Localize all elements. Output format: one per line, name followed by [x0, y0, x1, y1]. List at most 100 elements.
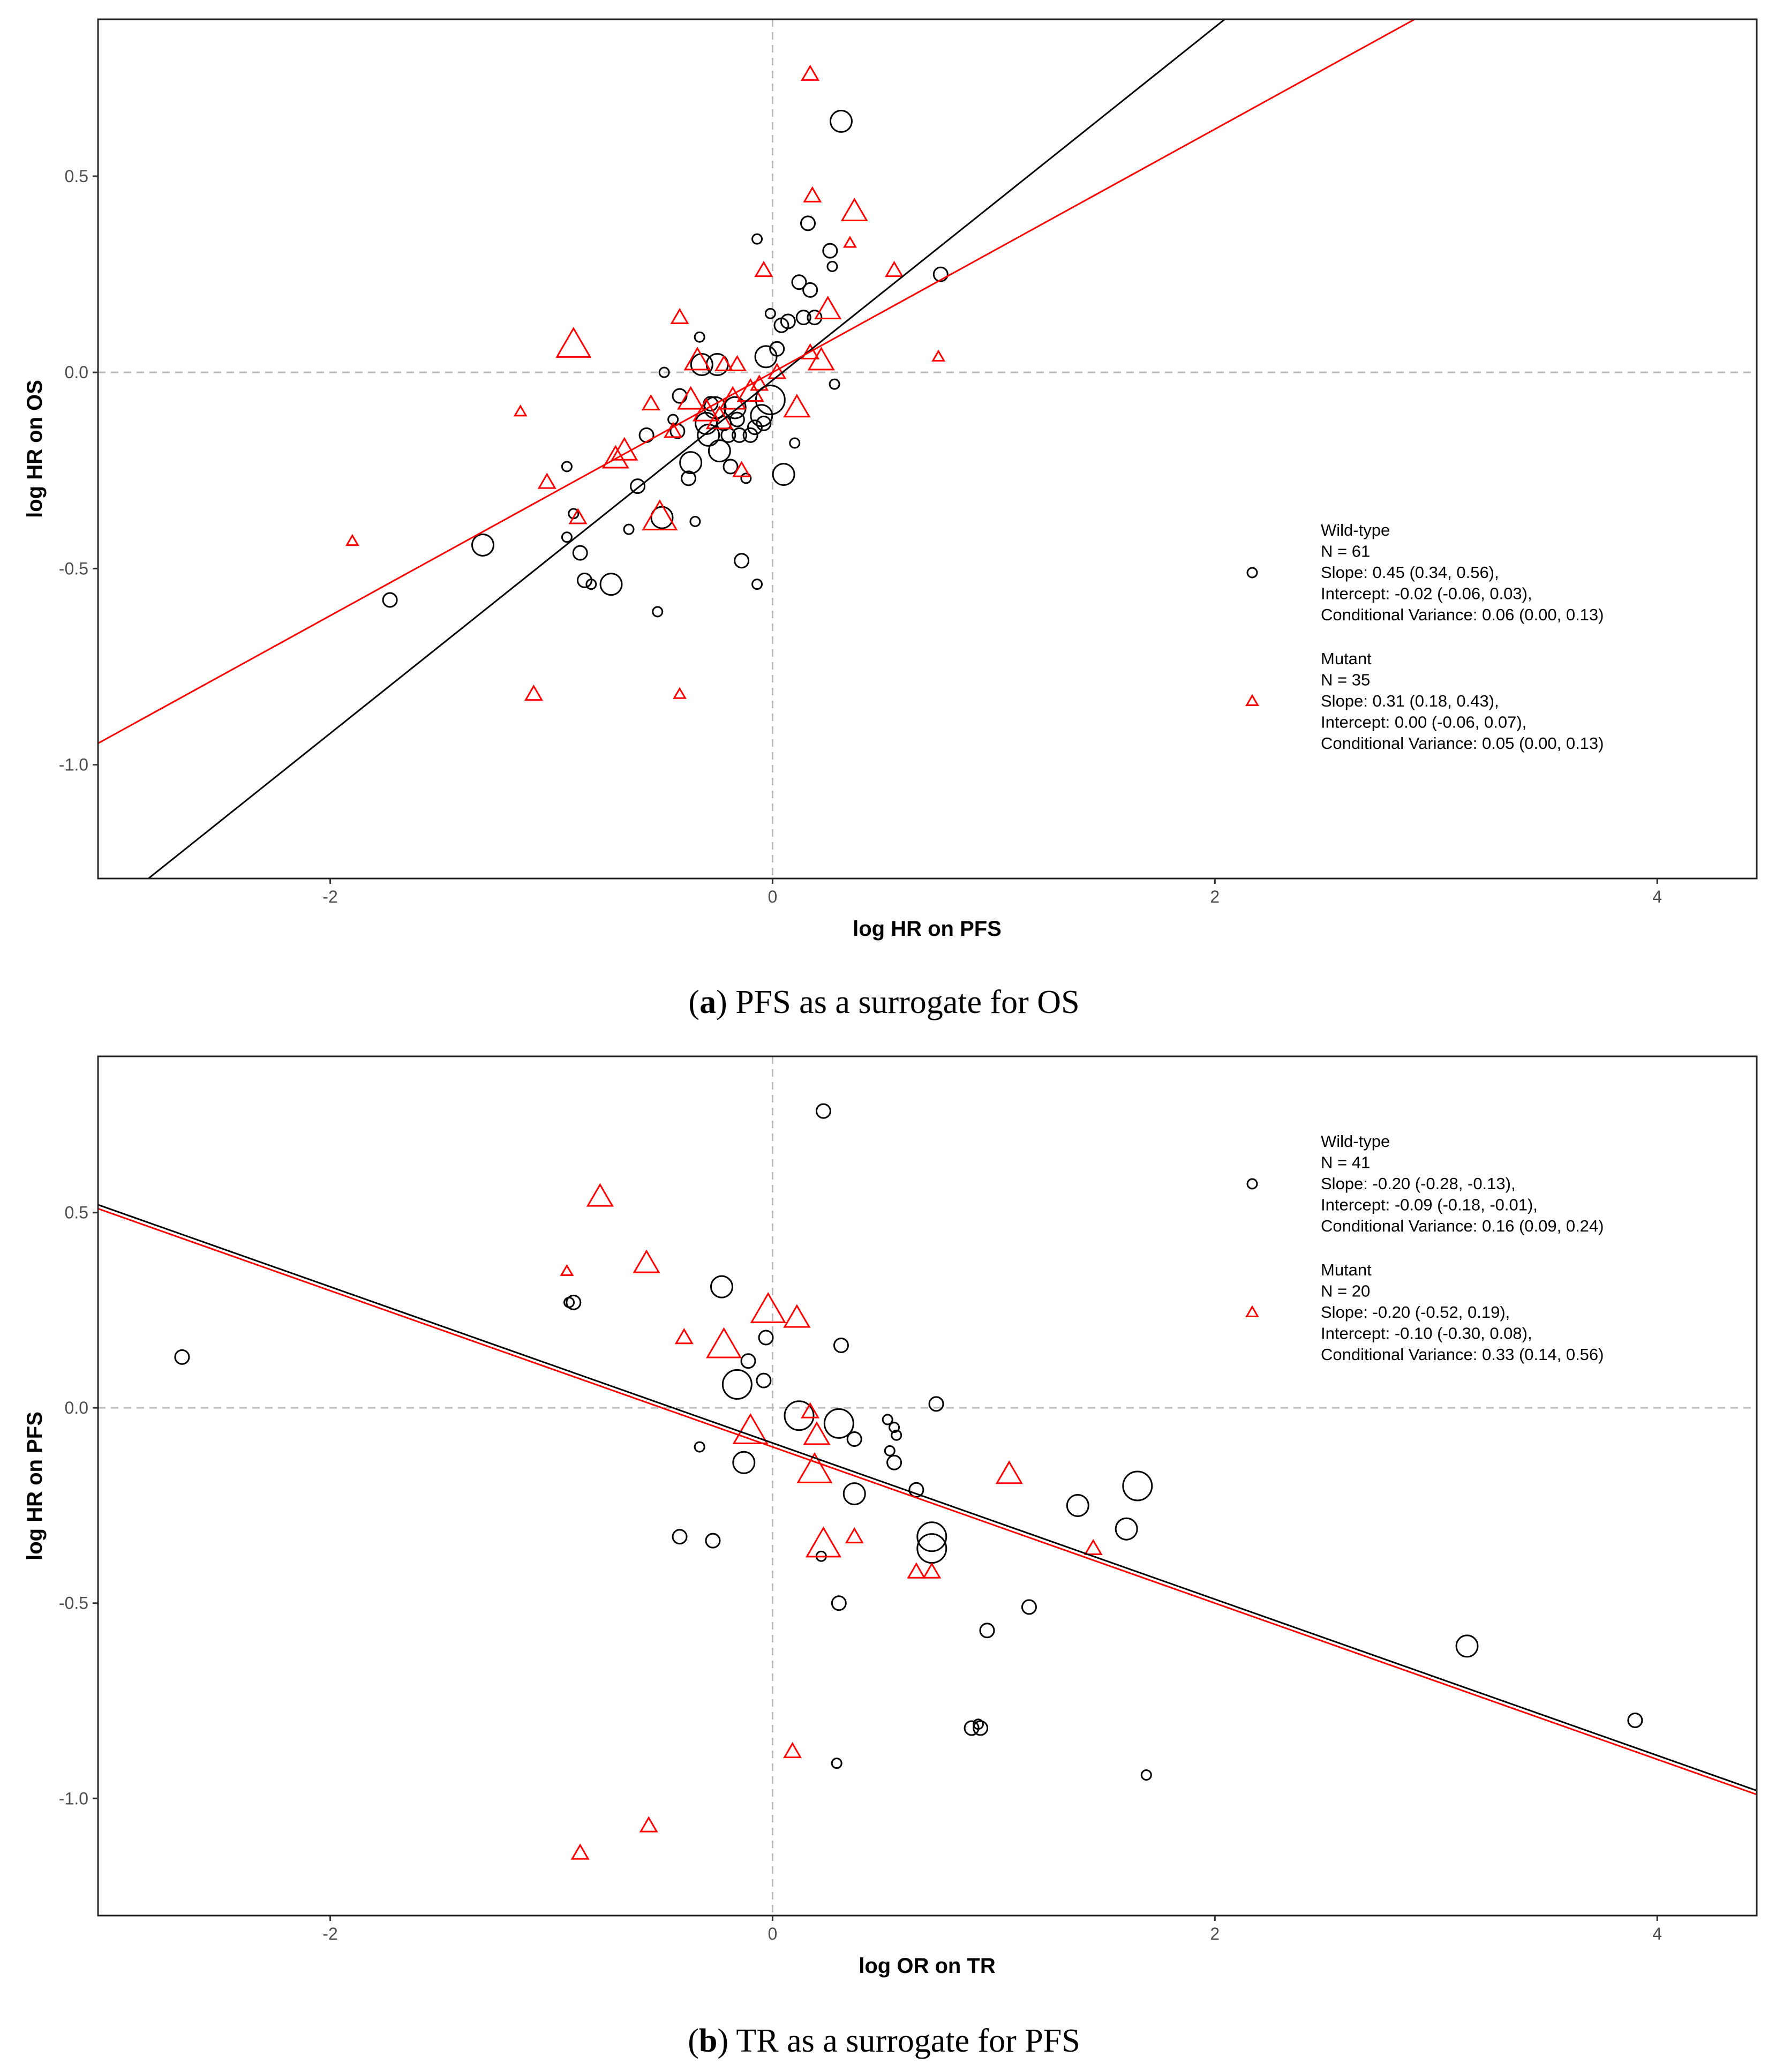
- data-point-triangle: [555, 326, 592, 358]
- data-point-circle: [742, 427, 758, 443]
- x-tick-label: 0: [768, 1924, 778, 1943]
- data-point-circle: [751, 233, 763, 245]
- data-point-circle: [734, 553, 750, 569]
- data-point-circle: [823, 1408, 854, 1439]
- data-point-circle: [889, 1422, 900, 1433]
- legend-text: Conditional Variance: 0.16 (0.09, 0.24): [1321, 1217, 1604, 1235]
- data-point-circle: [964, 1720, 980, 1736]
- data-point-triangle: [931, 349, 946, 362]
- data-point-triangle: [570, 1843, 590, 1860]
- legend-mutant: Mutant N = 35 Slope: 0.31 (0.18, 0.43), Int…: [1245, 649, 1604, 753]
- data-point-triangle: [586, 1183, 614, 1207]
- data-point-triangle: [677, 386, 705, 410]
- x-tick-label: -2: [322, 1924, 337, 1943]
- data-point-circle: [979, 1623, 995, 1639]
- data-point-triangle: [633, 1249, 660, 1273]
- data-point-circle: [708, 439, 731, 463]
- data-point-triangle: [693, 397, 720, 422]
- legend-text: Wild-type: [1321, 521, 1390, 539]
- legend-text: Intercept: -0.02 (-0.06, 0.03),: [1321, 584, 1532, 603]
- data-point-circle: [690, 353, 713, 377]
- data-point-circle: [928, 1396, 944, 1412]
- data-point-circle: [572, 545, 588, 561]
- data-point-circle: [723, 396, 747, 419]
- data-point-circle: [755, 384, 786, 415]
- data-point-triangle: [907, 1562, 926, 1579]
- data-point-triangle: [801, 64, 820, 81]
- x-tick-label: 4: [1652, 1924, 1662, 1943]
- data-point-circle: [916, 1521, 947, 1552]
- series-mutant: [560, 1183, 1103, 1860]
- legend-text: Intercept: -0.09 (-0.18, -0.01),: [1321, 1196, 1538, 1214]
- data-point-triangle: [674, 1328, 694, 1345]
- data-point-triangle: [885, 260, 904, 277]
- data-point-circle: [833, 1338, 849, 1354]
- x-tick-label: 0: [768, 887, 778, 906]
- panel-b: log OR on TR log HR on PFS -2 0 2 4 0.5 0.0 -0…: [0, 1034, 1768, 2072]
- data-point-triangle: [803, 1421, 831, 1445]
- data-point-circle: [740, 472, 752, 484]
- legend-text: Mutant: [1321, 1260, 1372, 1279]
- data-point-circle: [1066, 1493, 1089, 1517]
- y-tick-label: -0.5: [59, 1594, 88, 1613]
- data-point-circle: [756, 1372, 772, 1388]
- y-tick-label: 0.0: [65, 1398, 88, 1417]
- fit-line-wild-type: [98, 1204, 1757, 1792]
- data-point-circle: [729, 411, 745, 427]
- series-wild-type: [174, 1103, 1643, 1781]
- data-point-circle: [1455, 1634, 1479, 1658]
- data-point-triangle: [750, 1292, 786, 1323]
- y-tick-label: 0.0: [65, 363, 88, 382]
- data-point-circle: [623, 523, 635, 535]
- data-point-circle: [694, 331, 705, 343]
- data-point-circle: [638, 427, 654, 443]
- data-point-circle: [721, 1369, 753, 1400]
- data-point-triangle: [845, 1527, 864, 1544]
- chart-a: log HR on PFS log HR on OS -2 0 2 4 0.5 0.0 -0…: [23, 18, 1758, 941]
- data-point-circle: [681, 470, 697, 486]
- legend-mutant: Mutant N = 20 Slope: -0.20 (-0.52, 0.19), I…: [1245, 1260, 1604, 1364]
- data-point-circle: [789, 437, 801, 449]
- legend-key-triangle: [1245, 1305, 1259, 1317]
- y-tick-label: -0.5: [59, 559, 88, 578]
- legend-text: Slope: 0.45 (0.34, 0.56),: [1321, 563, 1499, 582]
- caption-text: ) PFS as a surrogate for OS: [716, 984, 1080, 1020]
- data-point-circle: [784, 1400, 815, 1431]
- data-point-circle: [679, 451, 703, 475]
- x-axis-label: log OR on TR: [859, 1954, 996, 1978]
- data-point-circle: [791, 274, 807, 290]
- legend-text: Slope: -0.20 (-0.28, -0.13),: [1321, 1174, 1516, 1193]
- data-point-triangle: [639, 1816, 658, 1833]
- legend-text: Conditional Variance: 0.33 (0.14, 0.56): [1321, 1345, 1604, 1364]
- series-wild-type: [382, 109, 949, 618]
- data-point-circle: [815, 1103, 831, 1119]
- caption-a: (a) PFS as a surrogate for OS: [688, 984, 1080, 1020]
- data-point-triangle: [803, 186, 822, 202]
- data-point-circle: [802, 282, 818, 298]
- data-point-circle: [630, 478, 646, 494]
- data-point-circle: [652, 606, 664, 618]
- data-point-circle: [650, 506, 674, 529]
- data-point-triangle: [683, 347, 711, 371]
- data-point-triangle: [840, 197, 868, 222]
- data-point-circle: [973, 1720, 989, 1736]
- x-tick-label: 2: [1210, 887, 1220, 906]
- plot-frame: [97, 1055, 1758, 1917]
- data-point-circle: [764, 307, 776, 319]
- data-point-circle: [826, 260, 838, 272]
- y-tick-label: 0.5: [65, 1203, 88, 1222]
- y-tick-label: -1.0: [59, 1789, 88, 1808]
- data-point-triangle: [345, 534, 359, 546]
- data-point-triangle: [611, 437, 638, 461]
- fit-line-mutant: [98, 1207, 1757, 1796]
- data-point-circle: [916, 1533, 947, 1564]
- data-point-triangle: [814, 296, 842, 320]
- data-point-circle: [747, 419, 763, 436]
- data-point-triangle: [568, 508, 588, 524]
- data-point-circle: [471, 533, 495, 557]
- legend-text: N = 35: [1321, 671, 1370, 689]
- data-point-triangle: [783, 394, 811, 418]
- data-point-circle: [732, 1451, 756, 1474]
- data-point-circle: [756, 415, 772, 431]
- caption-b: (b) TR as a surrogate for PFS: [688, 2023, 1080, 2059]
